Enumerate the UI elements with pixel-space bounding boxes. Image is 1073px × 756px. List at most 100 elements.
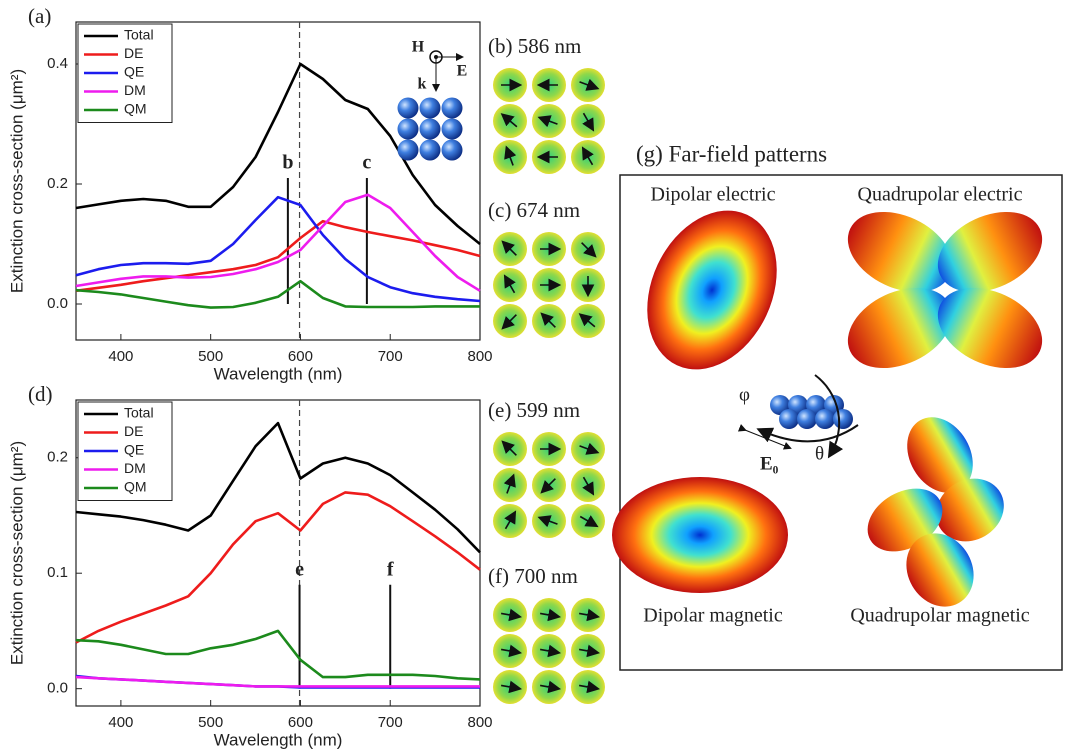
nanosphere — [441, 118, 463, 140]
legend-label: DM — [124, 82, 146, 98]
axis-symbol: φ — [739, 384, 750, 405]
series-line — [75, 675, 480, 688]
legend-label: QM — [124, 479, 147, 495]
dipole-arrow — [537, 115, 558, 128]
dipole-arrow — [540, 312, 556, 328]
dipole-arrow — [581, 242, 597, 258]
legend-label: QE — [124, 442, 144, 458]
nanosphere — [779, 409, 799, 429]
series-line — [75, 195, 481, 303]
dipolar-magnetic-pattern — [612, 477, 788, 593]
nanosphere — [441, 139, 463, 161]
y-tick-label: 0.2 — [47, 175, 68, 192]
dipole-arrow — [504, 145, 517, 166]
x-axis-label: Wavelength (nm) — [214, 364, 343, 383]
y-tick-label: 0.0 — [47, 680, 68, 697]
x-tick-label: 700 — [378, 714, 403, 731]
quadrupolar-magnetic-lobe — [907, 417, 973, 493]
panel-label: (c) 674 nm — [488, 198, 580, 222]
quadrupolar-electric-lobe — [937, 287, 1043, 369]
legend-label: QM — [124, 101, 147, 117]
dipole-arrow — [500, 608, 523, 622]
nanosphere — [797, 409, 817, 429]
marker-label: b — [282, 152, 293, 174]
axis-symbol: E₀ — [760, 453, 779, 474]
nanosphere — [419, 139, 441, 161]
nanosphere — [397, 118, 419, 140]
dipole-arrow — [539, 680, 562, 694]
quadrupolar-magnetic-lobe — [906, 533, 974, 607]
quadrupolar-magnetic-lobe — [936, 478, 1004, 542]
dipole-arrow — [582, 476, 595, 496]
y-axis-label: Extinction cross-section (μm²) — [7, 441, 26, 665]
far-field-frame — [619, 174, 1063, 671]
y-tick-label: 0.0 — [47, 295, 68, 312]
y-tick-label: 0.2 — [47, 449, 68, 466]
quadrupolar-magnetic-lobe — [867, 488, 943, 552]
pattern-label: Dipolar magnetic — [643, 605, 783, 627]
nanosphere — [833, 409, 853, 429]
x-tick-label: 400 — [108, 714, 133, 731]
pattern-label: Quadrupolar magnetic — [850, 605, 1029, 627]
nanosphere — [815, 409, 835, 429]
inset-label: E — [457, 63, 468, 80]
pattern-label: Dipolar electric — [651, 184, 776, 206]
dipole-arrow — [504, 510, 517, 530]
dipole-arrow — [581, 146, 594, 166]
dipole-arrow — [578, 644, 601, 658]
pattern-label: Quadrupolar electric — [858, 184, 1023, 206]
dipole-arrow — [537, 515, 558, 528]
series-line — [75, 491, 481, 644]
panel-label: (b) 586 nm — [488, 34, 581, 58]
dipole-arrow — [501, 240, 517, 256]
nanosphere — [419, 118, 441, 140]
series-line — [75, 279, 480, 309]
nanosphere — [441, 97, 463, 119]
dipole-arrow — [500, 680, 523, 694]
x-tick-label: 600 — [288, 348, 313, 365]
marker-label: f — [387, 558, 394, 580]
legend-label: QE — [124, 64, 144, 80]
panel-label: (a) — [28, 4, 51, 28]
series-line — [75, 193, 481, 292]
x-tick-label: 800 — [467, 714, 492, 731]
quadrupolar-electric-lobe — [937, 211, 1043, 293]
dipole-arrow — [503, 274, 516, 294]
dipole-arrow — [500, 113, 518, 128]
plot-frame — [75, 399, 481, 707]
legend-label: DE — [124, 423, 143, 439]
dipole-arrow — [501, 440, 517, 456]
theta-arrow — [814, 374, 844, 459]
legend-label: DM — [124, 460, 146, 476]
dipole-arrow — [578, 313, 596, 328]
e0-arrow — [737, 424, 792, 450]
y-tick-label: 0.4 — [47, 55, 68, 72]
legend-label: Total — [124, 27, 154, 43]
x-tick-label: 600 — [288, 714, 313, 731]
x-tick-label: 400 — [108, 348, 133, 365]
dipole-arrow — [500, 644, 523, 658]
series-line — [75, 629, 481, 681]
axis-symbol: θ — [815, 443, 824, 464]
dipole-arrow — [503, 473, 516, 494]
dipole-arrow — [539, 608, 562, 622]
legend-label: DE — [124, 45, 143, 61]
x-tick-label: 700 — [378, 348, 403, 365]
plot-frame — [75, 21, 481, 341]
nanosphere — [397, 97, 419, 119]
series-line — [75, 62, 481, 246]
quadrupolar-electric-lobe — [847, 287, 953, 369]
dipole-arrow — [579, 78, 600, 91]
legend-label: Total — [124, 405, 154, 421]
dipole-arrow — [579, 442, 600, 455]
marker-label: c — [362, 152, 371, 174]
dipole-arrow — [540, 478, 556, 494]
panel-label: (d) — [28, 382, 53, 406]
dipole-arrow — [582, 112, 595, 132]
x-tick-label: 500 — [198, 714, 223, 731]
nanosphere — [419, 97, 441, 119]
nanosphere — [397, 139, 419, 161]
dipole-arrow — [579, 515, 599, 528]
panel-label: (f) 700 nm — [488, 564, 578, 588]
